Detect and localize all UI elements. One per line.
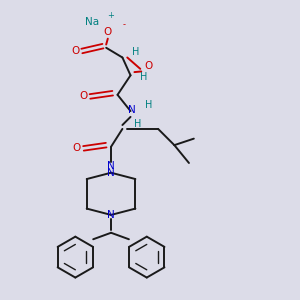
Text: O: O — [71, 46, 80, 56]
Text: Na: Na — [85, 17, 99, 27]
Text: H: H — [140, 72, 148, 82]
Text: O: O — [144, 61, 152, 70]
Text: H: H — [134, 119, 142, 129]
Text: O: O — [73, 143, 81, 153]
Text: N: N — [107, 168, 115, 178]
Text: O: O — [104, 26, 112, 37]
Text: N: N — [107, 210, 115, 220]
Text: N: N — [128, 105, 136, 115]
Text: H: H — [132, 47, 140, 57]
Text: O: O — [79, 92, 88, 101]
Text: -: - — [122, 20, 125, 29]
Text: +: + — [108, 11, 115, 20]
Text: N: N — [107, 161, 115, 171]
Text: H: H — [145, 100, 152, 110]
